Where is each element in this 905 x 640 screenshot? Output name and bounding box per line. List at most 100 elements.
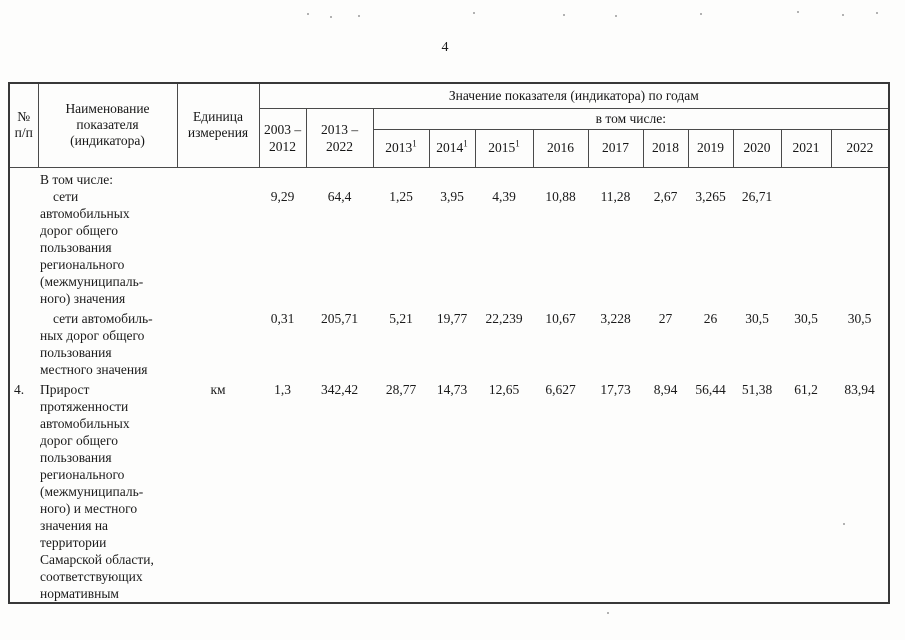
value-cell: 22,239 <box>485 310 523 326</box>
indicator-name-line: протяженности <box>40 398 129 414</box>
indicator-name-line: ного) и местного <box>40 500 138 516</box>
scan-speckle <box>876 12 878 14</box>
col-header-num: № п/п <box>8 82 39 168</box>
value-cell <box>831 167 889 307</box>
scan-speckle <box>842 14 844 16</box>
year-header-row: 20131 20141 20151 2016 2017 2018 2019 2020 2021 2… <box>9 128 890 168</box>
col-header-unit: Единица измерения <box>176 82 260 168</box>
indicator-name-line: регионального <box>40 256 125 272</box>
value-cell: 17,73 <box>600 381 631 397</box>
value-cell: 27 <box>658 310 673 326</box>
value-cell: 1,25 <box>389 188 413 204</box>
indicator-name-line: В том числе: <box>40 171 113 187</box>
value-cell: 2,67 <box>653 188 678 204</box>
table-row: В том числе: сети автомобильных дорог общег… <box>9 167 889 307</box>
col-header-2013-2022: 2013 – 2022 <box>305 107 374 168</box>
page-number: 4 <box>441 40 449 55</box>
indicators-table: № п/п Наименование показателя (индикатор… <box>8 82 891 604</box>
value-cell: 28,77 <box>385 381 417 397</box>
value-cell: 19,77 <box>436 310 468 326</box>
year-column-header: 2019 <box>687 128 734 168</box>
value-cell: 61,2 <box>794 381 818 397</box>
indicator-name-line: Прирост <box>40 381 90 397</box>
indicator-name-line: сети автомобиль- <box>53 310 153 326</box>
value-cell: 30,5 <box>794 310 818 326</box>
indicator-name-cell: сети автомобиль-ных дорог общего пользова… <box>38 307 177 378</box>
indicator-name-line: соответствующих <box>40 568 143 584</box>
unit-cell <box>177 307 259 378</box>
value-cell: 83,94 <box>844 381 875 397</box>
indicator-name-line: сети <box>53 188 79 204</box>
value-cell: 26 <box>703 310 718 326</box>
indicator-name-line: местного значения <box>40 361 148 377</box>
header-values-title: Значение показателя (индикатора) по года… <box>258 82 890 109</box>
value-cell: 3,95 <box>440 188 464 204</box>
year-column-header: 2021 <box>780 128 832 168</box>
table-row: сети автомобиль-ных дорог общего пользова… <box>9 307 889 378</box>
year-column-header: 2016 <box>532 128 589 168</box>
value-cell: 3,265 <box>695 188 726 204</box>
value-cell: 342,42 <box>320 381 359 397</box>
scan-speckle <box>563 14 565 16</box>
year-column-header: 2018 <box>642 128 689 168</box>
row-number-cell <box>9 167 38 307</box>
value-cell: 6,627 <box>545 381 576 397</box>
year-column-header: 2020 <box>732 128 782 168</box>
indicator-name-line: (межмуниципаль- <box>40 273 144 289</box>
value-cell: 56,44 <box>695 381 726 397</box>
indicator-name-line: пользования <box>40 344 112 360</box>
indicator-name-line: (межмуниципаль- <box>40 483 144 499</box>
value-cell: 4,39 <box>492 188 516 204</box>
year-column-header: 2022 <box>830 128 890 168</box>
value-cell: 205,71 <box>320 310 359 326</box>
value-cell: 5,21 <box>389 310 413 326</box>
year-column-header: 20151 <box>474 128 534 168</box>
indicator-name-line: Самарской области, <box>40 551 154 567</box>
indicator-name-line: значения на <box>40 517 109 533</box>
scan-speckle <box>358 15 360 17</box>
year-column-header: 20131 <box>372 128 430 168</box>
value-cell: 26,71 <box>741 188 773 204</box>
scan-speckle <box>307 13 309 15</box>
table-body: В том числе: сети автомобильных дорог общег… <box>9 167 889 603</box>
value-cell: 14,73 <box>436 381 468 397</box>
indicator-name-cell: В том числе: сети автомобильных дорог общег… <box>38 167 177 307</box>
row-number-cell <box>9 307 38 378</box>
value-cell: 51,38 <box>741 381 773 397</box>
value-cell: 8,94 <box>653 381 678 397</box>
value-cell: 11,28 <box>600 188 631 204</box>
col-header-name: Наименование показателя (индикатора) <box>37 82 178 168</box>
scan-speckle <box>607 612 609 614</box>
indicator-name-line: нормативным <box>40 585 119 601</box>
scan-speckle <box>797 11 799 13</box>
row-number-cell: 4. <box>14 381 25 397</box>
value-cell: 12,65 <box>488 381 520 397</box>
value-cell: 1,3 <box>274 381 291 397</box>
value-cell: 10,88 <box>545 188 576 204</box>
table-header: № п/п Наименование показателя (индикатор… <box>8 82 890 168</box>
indicator-name-line: дорог общего <box>40 432 118 448</box>
scan-speckle <box>843 523 845 525</box>
indicator-name-line: ного) значения <box>40 290 126 306</box>
indicator-name-line: территории <box>40 534 107 550</box>
unit-cell <box>177 167 259 307</box>
value-cell: 9,29 <box>270 188 295 204</box>
scan-speckle <box>615 15 617 17</box>
value-cell: 3,228 <box>600 310 631 326</box>
scan-speckle <box>700 13 702 15</box>
year-column-header: 2017 <box>587 128 644 168</box>
scan-speckle <box>473 12 475 14</box>
header-including: в том числе: <box>372 107 890 130</box>
indicator-name-line: пользования <box>40 239 112 255</box>
value-cell: 64,4 <box>327 188 352 204</box>
indicator-name-line: пользования <box>40 449 112 465</box>
value-cell: 30,5 <box>847 310 872 326</box>
col-header-2003-2012: 2003 – 2012 <box>258 107 307 168</box>
unit-cell: км <box>210 381 226 397</box>
value-cell: 10,67 <box>545 310 576 326</box>
indicator-name-line: ных дорог общего <box>40 327 145 343</box>
indicator-name-cell: Прирост протяженности автомобильных дорог о… <box>38 378 177 603</box>
indicator-name-line: автомобильных <box>40 205 130 221</box>
indicator-name-line: автомобильных <box>40 415 130 431</box>
